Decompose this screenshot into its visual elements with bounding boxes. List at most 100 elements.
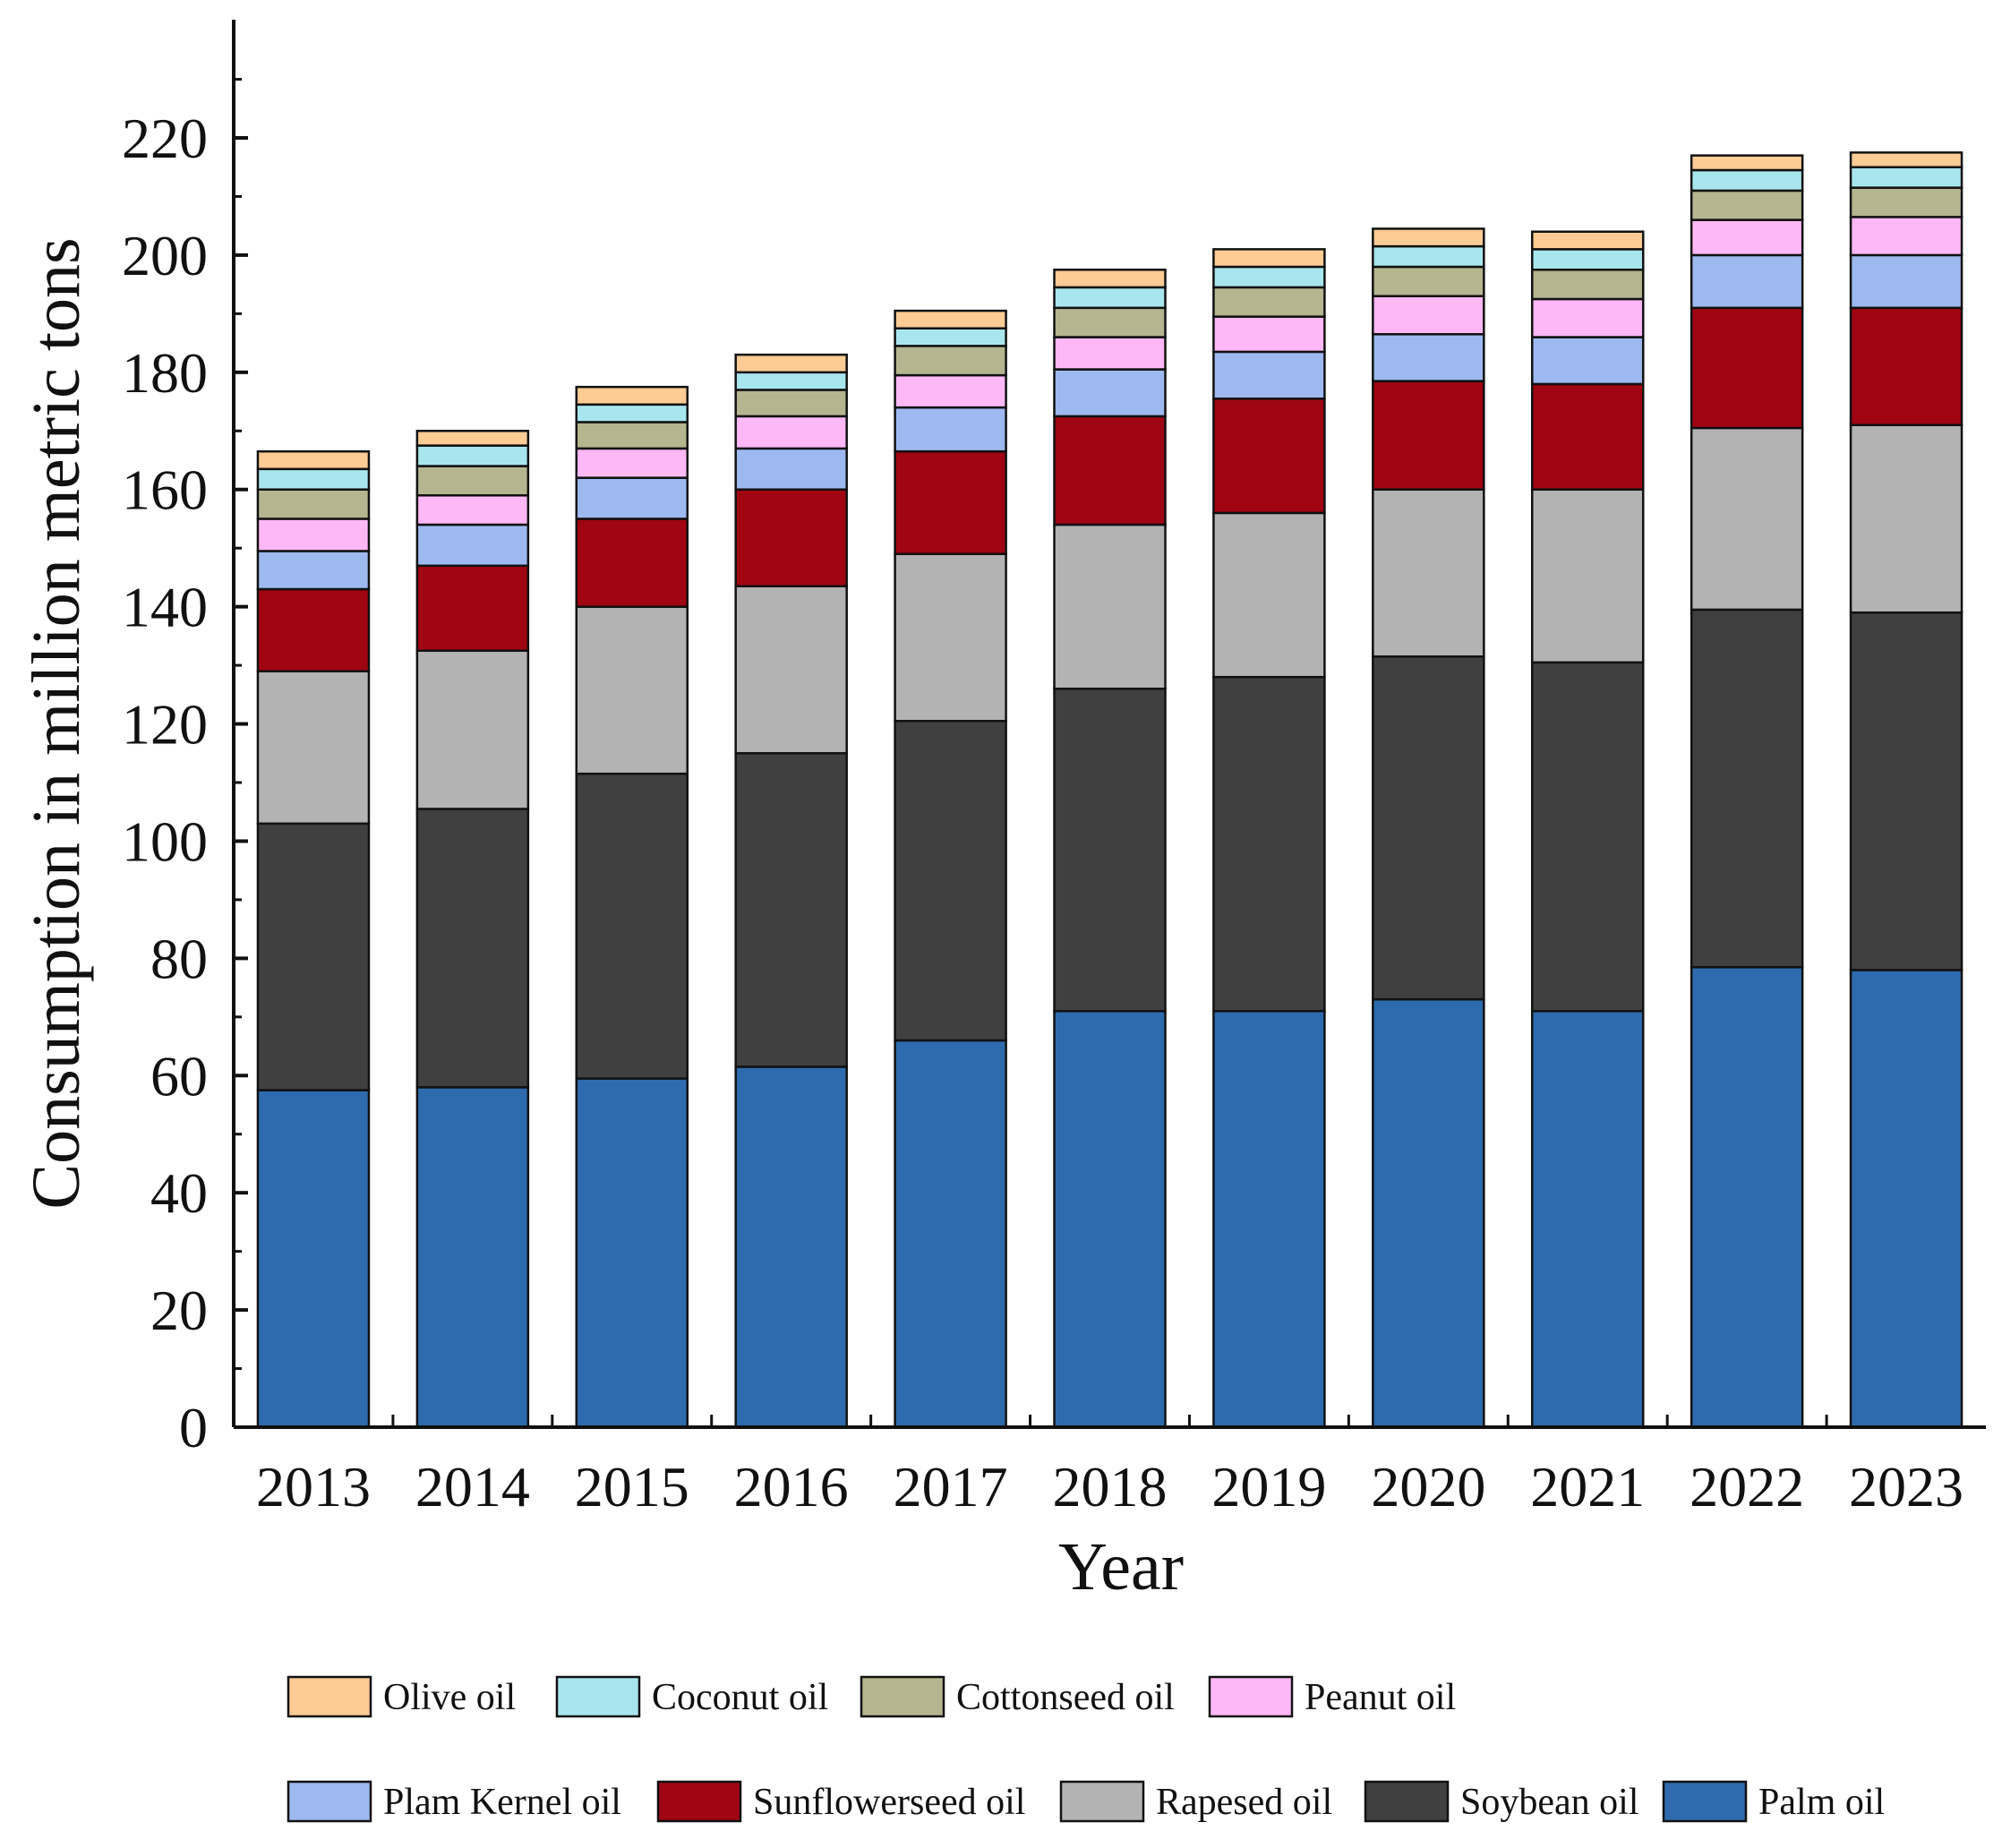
legend-label: Palm oil xyxy=(1758,1782,1885,1823)
bar-segment xyxy=(1849,969,1964,1429)
bar-segment xyxy=(1212,1010,1326,1429)
bar-segment xyxy=(1372,295,1485,336)
bar-segment xyxy=(894,345,1007,377)
bar-segment xyxy=(1372,265,1485,297)
bar-segment xyxy=(256,467,371,491)
bar-segment xyxy=(1849,306,1964,426)
bar-segment xyxy=(575,447,689,479)
bar-segment xyxy=(256,449,371,471)
axes-group: 0 20 40 60 80 100 120 140 160 180 200 220 2013 2014 20… xyxy=(19,20,1986,1604)
bar-segment xyxy=(1849,186,1964,218)
bar-segment xyxy=(1212,675,1326,1013)
legend: Olive oil Coconut oil Cottonseed oil Peanut… xyxy=(287,1675,1885,1823)
bar-segment xyxy=(1212,511,1326,679)
bar-segment xyxy=(1212,398,1326,515)
legend-swatch xyxy=(287,1780,372,1823)
bar-segment xyxy=(1372,997,1485,1429)
legend-label: Cottonseed oil xyxy=(956,1677,1175,1718)
bar-segment xyxy=(1849,253,1964,310)
bar-segment xyxy=(575,385,689,406)
bar-segment xyxy=(734,585,848,755)
y-tick-label: 80 xyxy=(150,927,208,990)
legend-label: Sunflowerseed oil xyxy=(753,1782,1025,1823)
bar-segment xyxy=(1690,154,1804,172)
bar-segment xyxy=(1053,286,1167,310)
bar-segment xyxy=(1849,611,1964,971)
x-tick-label: 2023 xyxy=(1849,1455,1964,1519)
bar-segment xyxy=(1690,426,1804,612)
bar-segment xyxy=(734,752,848,1068)
bar-segment xyxy=(1372,655,1485,1001)
bar-segment xyxy=(1372,227,1485,248)
bar-segment xyxy=(1690,608,1804,969)
bar-segment xyxy=(894,406,1007,453)
bar-segment xyxy=(1053,1010,1167,1429)
bar-segment xyxy=(415,430,530,447)
legend-label: Peanut oil xyxy=(1305,1677,1456,1718)
bar-segment xyxy=(734,447,848,491)
bar-segment xyxy=(734,488,848,587)
legend-swatch xyxy=(555,1675,641,1718)
y-axis-title: Consumption in million metric tons xyxy=(19,237,94,1209)
bar-segment xyxy=(575,605,689,775)
bar-segment xyxy=(894,1039,1007,1429)
x-tick-label: 2015 xyxy=(575,1455,689,1519)
legend-label: Rapesed oil xyxy=(1156,1782,1332,1823)
bars-group xyxy=(256,151,1964,1429)
bar-segment xyxy=(894,327,1007,347)
x-axis-title: Year xyxy=(1058,1529,1184,1604)
bar-segment xyxy=(894,309,1007,329)
bar-segment xyxy=(1530,661,1645,1013)
bar-segment xyxy=(894,720,1007,1042)
bar-segment xyxy=(1372,333,1485,382)
bar-segment xyxy=(575,421,689,450)
bar-segment xyxy=(1372,488,1485,658)
bar-segment xyxy=(575,518,689,608)
y-tick-label: 40 xyxy=(150,1161,208,1225)
y-tick-label: 20 xyxy=(150,1279,208,1342)
bar-segment xyxy=(734,353,848,374)
y-tick-label: 100 xyxy=(122,809,208,873)
x-tick-label: 2021 xyxy=(1530,1455,1645,1519)
bar-segment xyxy=(734,371,848,391)
bar-segment xyxy=(415,564,530,652)
y-tick-label: 60 xyxy=(150,1044,208,1108)
bar-segment xyxy=(256,550,371,591)
bar-segment xyxy=(256,518,371,552)
bar-segment xyxy=(1849,216,1964,257)
bar-segment xyxy=(1372,380,1485,491)
y-tick-label: 200 xyxy=(122,224,208,287)
bar-segment xyxy=(1212,350,1326,400)
legend-label: Coconut oil xyxy=(652,1677,828,1718)
x-tick-label: 2020 xyxy=(1371,1455,1485,1519)
bar-segment xyxy=(1530,297,1645,338)
x-tick-label: 2017 xyxy=(894,1455,1008,1519)
legend-label: Olive oil xyxy=(383,1677,516,1718)
bar-segment xyxy=(1530,488,1645,664)
legend-swatch xyxy=(656,1780,742,1823)
legend-label: Soybean oil xyxy=(1460,1782,1638,1823)
bar-segment xyxy=(415,649,530,810)
bar-segment xyxy=(1690,253,1804,310)
bar-segment xyxy=(1849,151,1964,168)
x-tick-label: 2014 xyxy=(415,1455,530,1519)
bar-segment xyxy=(1053,523,1167,690)
x-tick-label: 2022 xyxy=(1690,1455,1804,1519)
x-tick-label: 2019 xyxy=(1211,1455,1326,1519)
bar-segment xyxy=(734,415,848,450)
y-tick-label: 140 xyxy=(122,576,208,639)
bar-segment xyxy=(1212,265,1326,289)
bar-segment xyxy=(415,444,530,467)
bar-segment xyxy=(575,403,689,424)
bar-segment xyxy=(1053,336,1167,371)
bar-segment xyxy=(734,1065,848,1429)
bar-segment xyxy=(1690,965,1804,1429)
bar-segment xyxy=(1372,244,1485,269)
bar-segment xyxy=(575,476,689,520)
bar-segment xyxy=(1690,306,1804,430)
bar-segment xyxy=(415,465,530,497)
y-tick-label: 180 xyxy=(122,341,208,405)
bar-segment xyxy=(256,587,371,672)
y-tick-label: 0 xyxy=(179,1396,208,1459)
